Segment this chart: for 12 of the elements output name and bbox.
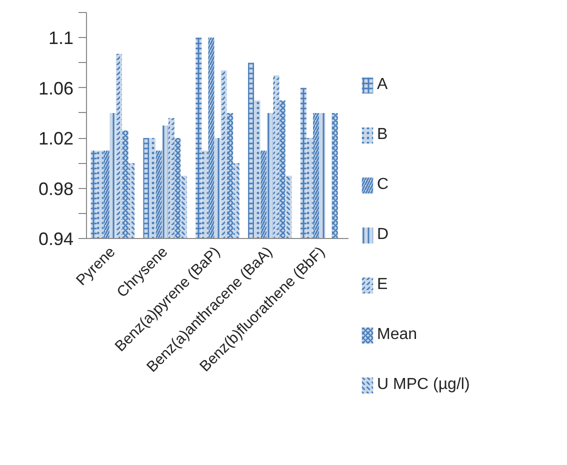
y-tick-label: 0.94 [38, 229, 74, 249]
legend-label: B [377, 125, 389, 145]
y-tick-label: 1.02 [38, 128, 74, 149]
legend-label: C [377, 175, 390, 195]
legend-label: D [377, 225, 390, 245]
legend-label: A [377, 75, 389, 95]
legend-label: Mean [377, 325, 418, 345]
legend-label: U MPC (µg/l) [377, 375, 470, 395]
y-tick-label: 0.98 [38, 178, 74, 199]
y-tick-label: 1.06 [38, 78, 74, 98]
y-tick-label: 1.1 [48, 28, 74, 48]
legend-label: E [377, 275, 389, 295]
